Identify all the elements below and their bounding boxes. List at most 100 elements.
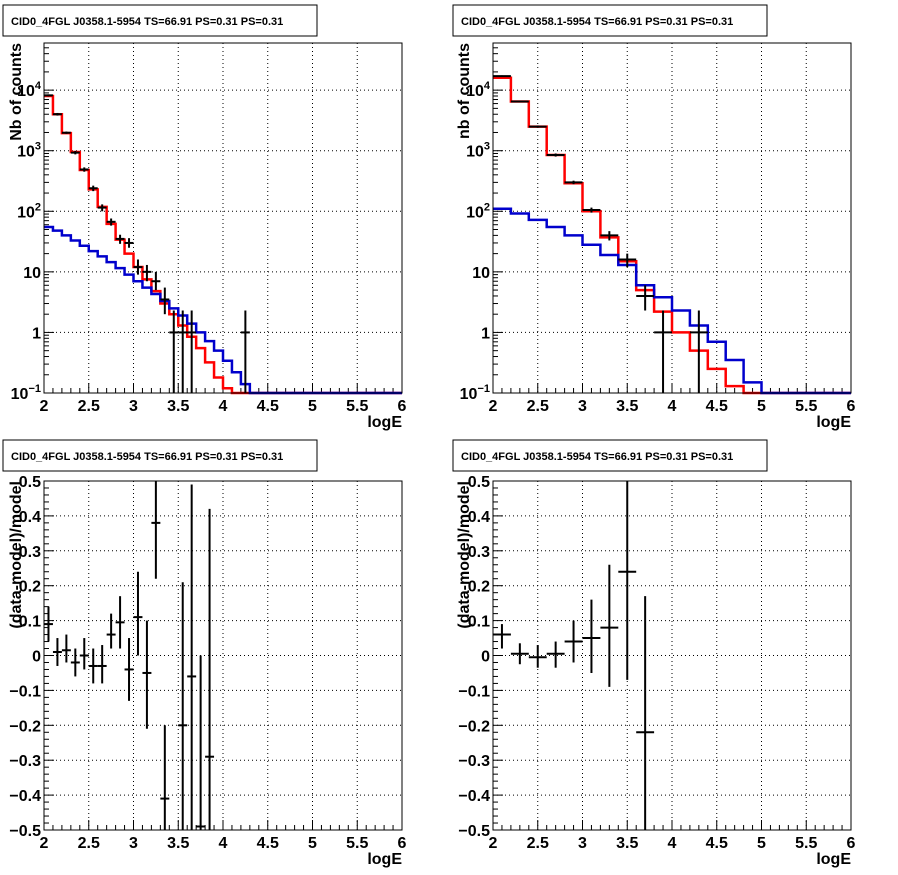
y-tick-label: 104 <box>17 80 42 100</box>
data-point <box>79 638 89 670</box>
x-tick-label: 2.5 <box>527 835 549 852</box>
x-tick-label: 4 <box>668 398 677 415</box>
data-point <box>106 218 116 226</box>
data-point <box>52 638 62 666</box>
y-tick-label: 102 <box>17 201 41 221</box>
data-point <box>133 259 143 275</box>
x-tick-label: 2 <box>489 835 498 852</box>
chart-title: CID0_4FGL J0358.1-5954 TS=66.91 PS=0.31 … <box>461 16 733 28</box>
data-point <box>636 596 655 830</box>
x-tick-label: 2 <box>40 398 49 415</box>
y-tick-label: 102 <box>466 201 490 221</box>
y-tick-label: 0 <box>32 649 41 666</box>
data-point <box>88 648 98 684</box>
plot-frame <box>43 480 403 831</box>
data-point <box>160 725 170 830</box>
data-point <box>160 287 170 315</box>
x-tick-label: 5.5 <box>346 398 368 415</box>
y-tick-label: −0.4 <box>9 788 41 805</box>
y-tick-label: −0.5 <box>458 823 490 840</box>
y-tick-label: 0.1 <box>468 614 490 631</box>
data-point <box>44 606 53 642</box>
y-tick-label: 0.3 <box>468 544 490 561</box>
x-tick-label: 5 <box>757 835 766 852</box>
model-component-line <box>493 207 851 395</box>
data-point <box>124 238 134 248</box>
title-box <box>2 4 318 37</box>
x-tick-label: 5.5 <box>795 835 817 852</box>
data-point <box>70 150 80 155</box>
data-point <box>97 645 107 684</box>
x-axis-title: logE <box>816 414 851 431</box>
data-point <box>510 100 529 103</box>
data-point <box>151 271 161 291</box>
panel-bottom-right: 2 2.5 3 3.5 4 4.5 5 5.5 6 −0.5 −0.4 −0.3 −0.2 −0.1 0 0.… <box>452 439 856 868</box>
x-tick-label: 2 <box>489 398 498 415</box>
x-tick-label: 4.5 <box>257 398 279 415</box>
y-axis-title: nb of counts <box>456 43 473 139</box>
data-point <box>88 185 98 192</box>
y-tick-label: 0.1 <box>19 614 41 631</box>
x-tick-label: 5.5 <box>795 398 817 415</box>
data-point <box>142 264 152 282</box>
y-tick-label: 103 <box>466 141 490 161</box>
data-point <box>133 571 143 656</box>
x-tick-label: 4 <box>219 835 228 852</box>
y-tick-label: 1 <box>481 325 490 342</box>
data-point <box>178 310 188 393</box>
y-tick-label: 0.5 <box>468 474 490 491</box>
y-tick-label: −0.2 <box>9 718 41 735</box>
y-tick-label: 0.4 <box>19 509 41 526</box>
y-tick-label: −0.3 <box>9 753 41 770</box>
data-point <box>564 620 583 663</box>
panel-top-left: 2 2.5 3 3.5 4 4.5 5 5.5 6 10−1 1 10 102 103 104 logE Nb … <box>2 4 407 431</box>
data-point <box>205 508 215 830</box>
x-axis-title: logE <box>367 414 402 431</box>
y-tick-label: 0 <box>481 649 490 666</box>
x-tick-label: 2.5 <box>78 835 100 852</box>
y-tick-label: −0.1 <box>458 683 490 700</box>
data-point <box>654 310 672 393</box>
x-tick-label: 6 <box>847 835 856 852</box>
x-tick-label: 3 <box>129 835 138 852</box>
data-point <box>600 231 619 241</box>
x-tick-label: 2.5 <box>78 398 100 415</box>
x-tick-label: 5.5 <box>346 835 368 852</box>
y-tick-label: 0.4 <box>468 509 490 526</box>
x-tick-label: 2.5 <box>527 398 549 415</box>
data-point <box>196 655 206 830</box>
x-axis-title: logE <box>367 851 402 868</box>
plot-frame <box>492 42 852 394</box>
y-tick-label: 10−1 <box>460 383 490 403</box>
data-point <box>115 234 125 244</box>
title-box <box>452 439 768 472</box>
y-axis-title: (data-model)/model <box>456 481 473 629</box>
chart-title: CID0_4FGL J0358.1-5954 TS=66.91 PS=0.31 … <box>11 451 283 463</box>
panel-top-right: 2 2.5 3 3.5 4 4.5 5 5.5 6 10−1 1 10 102 103 104 logE nb … <box>452 4 856 431</box>
x-tick-label: 4.5 <box>706 835 728 852</box>
data-point <box>44 94 53 97</box>
y-tick-label: 10 <box>23 265 41 282</box>
chart-title: CID0_4FGL J0358.1-5954 TS=66.91 PS=0.31 … <box>11 16 283 28</box>
data-point <box>618 481 637 680</box>
y-tick-label: −0.5 <box>9 823 41 840</box>
x-tick-label: 5 <box>308 398 317 415</box>
data-point <box>600 564 619 687</box>
y-tick-label: −0.2 <box>458 718 490 735</box>
x-tick-label: 4.5 <box>706 398 728 415</box>
x-tick-label: 3 <box>578 835 587 852</box>
y-tick-label: 0.2 <box>468 579 490 596</box>
data-point <box>97 204 107 212</box>
y-tick-label: −0.3 <box>458 753 490 770</box>
y-tick-label: 10 <box>472 265 490 282</box>
model-total-line <box>44 94 402 395</box>
chart-title: CID0_4FGL J0358.1-5954 TS=66.91 PS=0.31 … <box>461 451 733 463</box>
data-point <box>510 643 529 665</box>
data-point <box>61 634 71 663</box>
data-point <box>493 75 511 78</box>
x-tick-label: 6 <box>847 398 856 415</box>
title-box <box>452 4 768 37</box>
x-tick-label: 5 <box>308 835 317 852</box>
data-point <box>142 620 152 729</box>
